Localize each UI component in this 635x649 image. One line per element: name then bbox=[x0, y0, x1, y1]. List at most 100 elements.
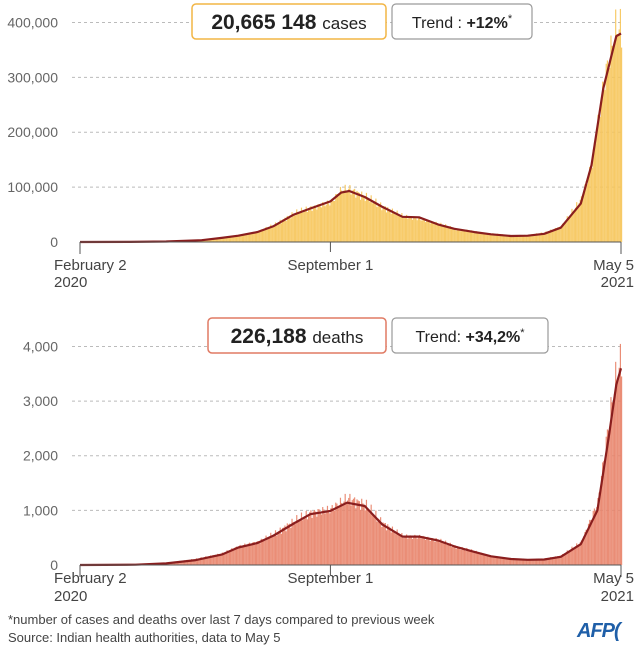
daily-bar bbox=[585, 529, 587, 565]
daily-bar bbox=[290, 528, 292, 565]
daily-bar bbox=[440, 538, 442, 565]
daily-bar bbox=[521, 559, 523, 565]
daily-bar bbox=[348, 497, 350, 565]
daily-bar bbox=[277, 532, 279, 565]
y-tick-label: 300,000 bbox=[7, 69, 58, 85]
y-tick-label: 200,000 bbox=[7, 124, 58, 140]
daily-bar bbox=[389, 527, 391, 565]
total-label: 226,188 deaths bbox=[231, 325, 364, 348]
daily-bar bbox=[589, 519, 591, 565]
daily-bar bbox=[208, 239, 210, 242]
x-tick-year: 2021 bbox=[601, 588, 634, 605]
daily-bar bbox=[264, 229, 266, 242]
daily-bar bbox=[290, 218, 292, 242]
daily-bar bbox=[517, 559, 519, 565]
total-unit: deaths bbox=[312, 328, 363, 347]
daily-bar bbox=[524, 559, 526, 565]
daily-bar bbox=[448, 227, 450, 242]
daily-bar bbox=[509, 235, 512, 242]
daily-bar bbox=[286, 523, 288, 565]
daily-bar bbox=[356, 190, 358, 242]
daily-bar bbox=[309, 207, 311, 242]
daily-bar bbox=[378, 204, 381, 242]
daily-bar bbox=[408, 217, 410, 242]
daily-bar bbox=[496, 233, 499, 242]
daily-bar bbox=[403, 217, 405, 242]
footnote-trend: *number of cases and deaths over last 7 … bbox=[8, 612, 435, 627]
daily-bar bbox=[515, 559, 518, 565]
daily-bar bbox=[266, 227, 268, 242]
daily-bar bbox=[554, 227, 557, 242]
daily-bar bbox=[598, 112, 600, 242]
daily-bar bbox=[381, 527, 383, 565]
daily-bar bbox=[263, 229, 265, 242]
daily-bar bbox=[505, 234, 507, 242]
daily-bar bbox=[434, 224, 436, 242]
daily-bar bbox=[349, 185, 351, 242]
daily-bar bbox=[286, 215, 288, 242]
daily-bar bbox=[317, 204, 319, 242]
daily-bar bbox=[235, 235, 238, 242]
daily-bar bbox=[240, 545, 242, 565]
daily-bar bbox=[600, 476, 603, 565]
daily-bar bbox=[612, 402, 614, 565]
daily-bar bbox=[433, 222, 435, 242]
daily-bar bbox=[363, 196, 365, 242]
daily-bar bbox=[362, 503, 364, 565]
daily-bar bbox=[296, 515, 298, 565]
daily-bar bbox=[424, 539, 427, 565]
daily-bar bbox=[442, 225, 444, 242]
afp-logo-glyph: ( bbox=[614, 620, 621, 642]
daily-bar bbox=[531, 234, 533, 242]
daily-bar bbox=[443, 226, 445, 242]
daily-bar bbox=[207, 239, 209, 242]
daily-bar bbox=[499, 234, 501, 242]
daily-bar bbox=[320, 207, 323, 242]
daily-bar bbox=[617, 376, 619, 565]
daily-bar bbox=[324, 513, 326, 565]
daily-bar bbox=[328, 510, 330, 565]
y-tick-label: 1,000 bbox=[23, 502, 58, 518]
daily-bar bbox=[470, 549, 473, 565]
daily-bar bbox=[434, 541, 436, 565]
daily-bar bbox=[193, 559, 195, 565]
daily-bar bbox=[352, 498, 355, 565]
daily-bar bbox=[454, 545, 456, 565]
daily-bar bbox=[376, 207, 378, 242]
daily-bar bbox=[530, 235, 532, 242]
daily-bar bbox=[189, 560, 192, 565]
daily-bar bbox=[462, 230, 464, 242]
x-tick-year: 2020 bbox=[54, 274, 87, 291]
daily-bar bbox=[605, 436, 607, 565]
daily-bar bbox=[336, 194, 338, 242]
daily-bar bbox=[593, 508, 596, 565]
daily-bar bbox=[475, 231, 477, 242]
daily-bar bbox=[215, 238, 218, 242]
daily-bar bbox=[305, 510, 307, 565]
daily-bar bbox=[447, 227, 449, 242]
daily-bar bbox=[446, 227, 448, 242]
daily-bar bbox=[217, 553, 219, 565]
daily-bar bbox=[315, 206, 317, 242]
daily-bar bbox=[224, 552, 226, 565]
daily-bar bbox=[209, 555, 212, 565]
daily-bar bbox=[429, 541, 431, 565]
daily-bar bbox=[211, 239, 213, 242]
daily-bar bbox=[337, 196, 339, 242]
daily-bar bbox=[572, 548, 574, 565]
daily-bar bbox=[602, 81, 604, 242]
daily-bar bbox=[202, 557, 205, 565]
daily-bar bbox=[365, 499, 368, 565]
daily-bar bbox=[318, 509, 320, 565]
daily-bar bbox=[265, 535, 267, 565]
daily-bar bbox=[596, 134, 598, 242]
daily-bar bbox=[604, 90, 606, 242]
x-tick-label: September 1 bbox=[287, 570, 373, 587]
daily-bar bbox=[350, 194, 352, 242]
daily-bar bbox=[283, 527, 285, 565]
daily-bar bbox=[244, 543, 246, 565]
daily-bar bbox=[281, 527, 284, 565]
daily-bar bbox=[493, 556, 495, 565]
daily-bar bbox=[257, 231, 259, 242]
daily-bar bbox=[545, 231, 547, 242]
